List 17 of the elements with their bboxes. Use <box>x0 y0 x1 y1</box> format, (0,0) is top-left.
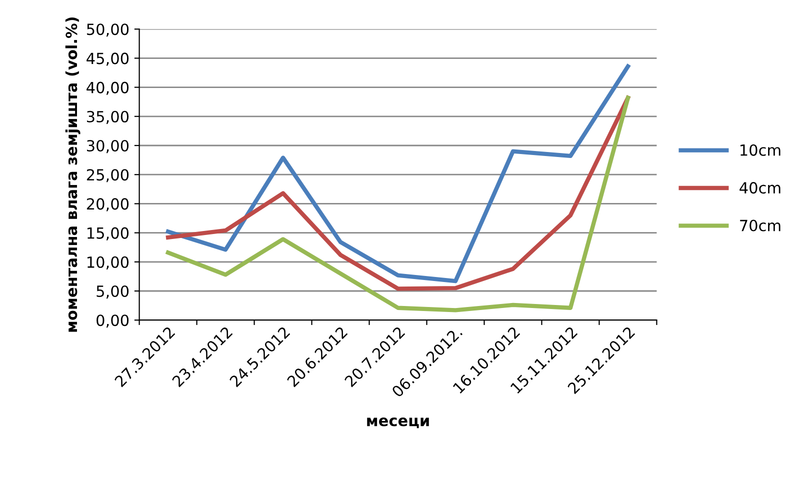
y-tick-label: 50,00 <box>87 24 129 37</box>
legend-label: 10cm <box>740 144 780 156</box>
y-tick-label: 40,00 <box>86 82 129 95</box>
y-tick-label: 0,00 <box>96 314 129 328</box>
y-tick-label: 10,00 <box>88 256 129 270</box>
y-axis-title: моментална влага земјишта (vol.%) <box>65 17 80 332</box>
y-tick-label: 45,00 <box>86 52 129 66</box>
y-tick-label: 20,00 <box>86 198 129 212</box>
y-tick-label: 5,00 <box>96 285 129 299</box>
legend-label: 40cm <box>740 182 780 194</box>
x-axis-title: месеци <box>367 418 429 428</box>
y-tick-label: 35,00 <box>87 110 129 124</box>
legend-label: 70cm <box>740 220 780 232</box>
y-tick-label: 15,00 <box>88 227 129 240</box>
line-series <box>166 64 630 284</box>
y-tick-label: 30,00 <box>87 140 129 154</box>
y-tick-label: 25,00 <box>86 169 129 182</box>
